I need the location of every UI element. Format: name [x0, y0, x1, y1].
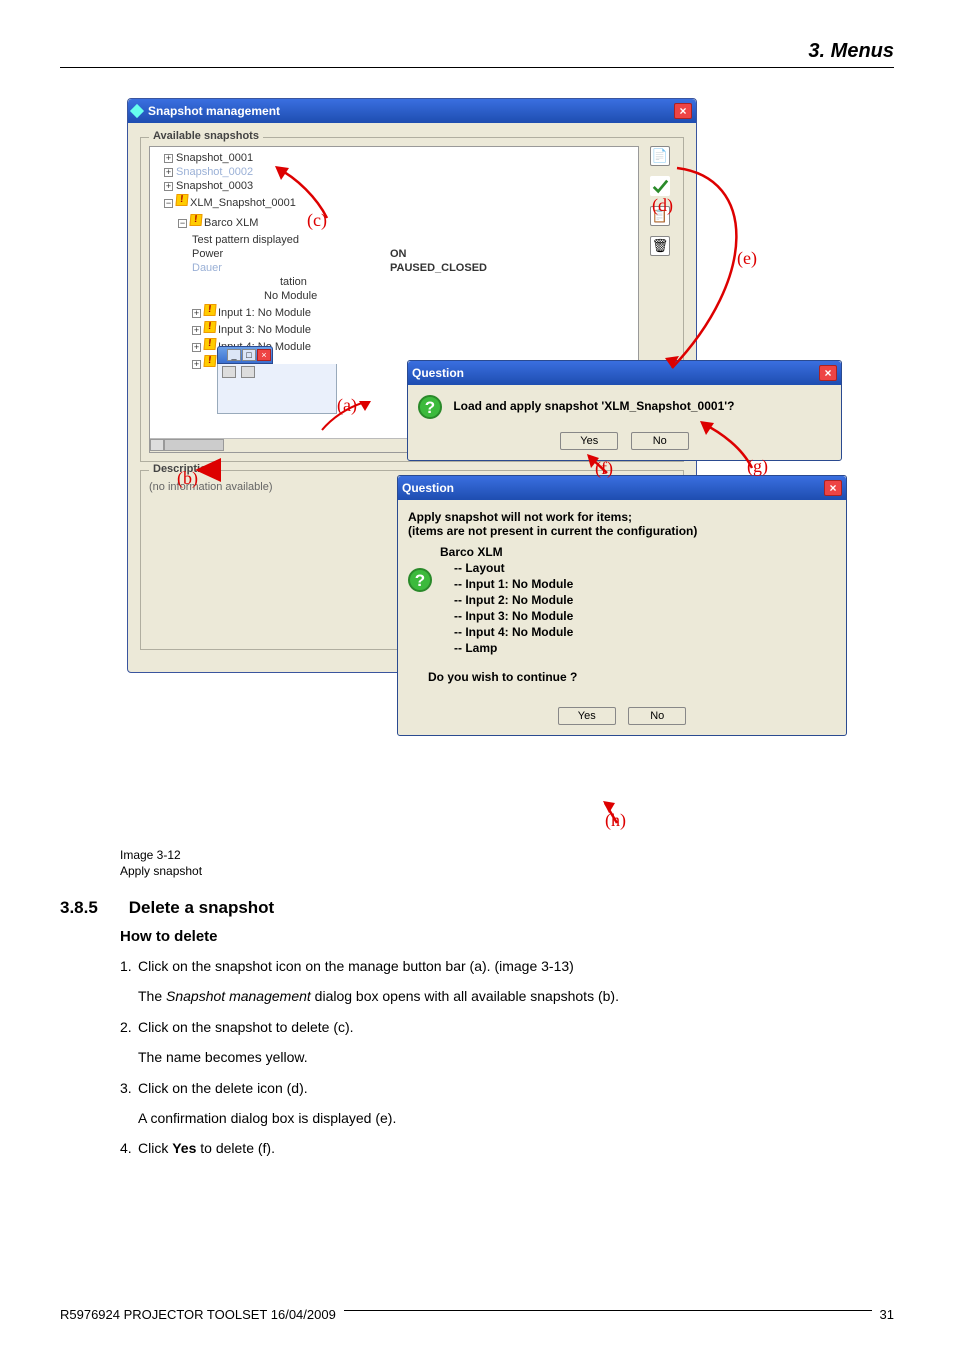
annotation-arrow: [267, 158, 347, 238]
question-icon: ?: [418, 395, 442, 419]
tree-item: Test pattern displayed: [192, 233, 638, 247]
question-dialog-2: Question × Apply snapshot will not work …: [397, 475, 847, 736]
step: Click on the snapshot icon on the manage…: [120, 955, 894, 1008]
tree-item: +Snapshot_0002: [164, 165, 638, 179]
tree-item: No Module: [192, 289, 638, 303]
question-icon: ?: [408, 568, 432, 592]
tree-label: No Module: [258, 307, 311, 319]
list-item: -- Input 3: No Module: [454, 608, 836, 624]
procedure-steps: Click on the snapshot icon on the manage…: [120, 955, 894, 1160]
tree-label: Dauer: [192, 262, 222, 274]
app-icon: [130, 104, 144, 118]
annotation-arrow: [195, 458, 235, 488]
list-item: -- Layout: [454, 560, 836, 576]
list-item: -- Input 1: No Module: [454, 576, 836, 592]
warning-icon: [203, 355, 216, 367]
mini-icon: [241, 366, 255, 378]
panel-legend: Available snapshots: [149, 130, 263, 142]
tree-item: +Input 3: No Module: [192, 320, 638, 337]
dialog-continue: Do you wish to continue ?: [428, 670, 836, 684]
step-result: The Snapshot management dialog box opens…: [138, 985, 894, 1007]
section-number: 3.8.5: [60, 898, 124, 918]
maximize-icon[interactable]: □: [242, 349, 256, 361]
background-window-titlebar: _ □ ×: [217, 346, 273, 364]
header-rule: [60, 67, 894, 68]
dialog-titlebar: Question ×: [398, 476, 846, 500]
close-icon[interactable]: ×: [257, 349, 271, 361]
dialog-message: Load and apply snapshot 'XLM_Snapshot_00…: [453, 399, 734, 413]
annotation-arrow: [597, 793, 637, 833]
tree-item: +Snapshot_0001: [164, 151, 638, 165]
warning-icon: [203, 338, 216, 350]
tree-value: PAUSED_CLOSED: [390, 262, 487, 274]
figure-composite: Snapshot management × Available snapshot…: [107, 98, 847, 838]
close-icon[interactable]: ×: [824, 480, 842, 496]
tree-label[interactable]: Input 1:: [218, 307, 255, 319]
chapter-header: 3. Menus: [60, 40, 894, 67]
dialog-heading: Apply snapshot will not work for items;: [408, 510, 836, 524]
tree-label[interactable]: Snapshot_0003: [176, 180, 253, 192]
step-result: A confirmation dialog box is displayed (…: [138, 1107, 894, 1129]
close-icon[interactable]: ×: [674, 103, 692, 119]
warning-icon: [203, 304, 216, 316]
annotation-arrow: [617, 158, 767, 388]
mini-icon: [222, 366, 236, 378]
step-text: Click on the snapshot to delete (c).: [138, 1019, 354, 1035]
list-item: -- Lamp: [454, 640, 836, 656]
annotation-arrow: [577, 448, 617, 488]
tree-label[interactable]: Snapshot_0002: [176, 166, 253, 178]
list-item: Barco XLM: [436, 544, 836, 560]
tree-label[interactable]: Input 3: No Module: [218, 324, 311, 336]
step: Click on the snapshot to delete (c). The…: [120, 1016, 894, 1069]
tree-item: tation: [192, 275, 638, 289]
warning-icon: [189, 214, 202, 226]
section-title: Delete a snapshot: [129, 898, 275, 917]
annotation-arrow: [697, 418, 767, 478]
dialog-heading: (items are not present in current the co…: [408, 524, 836, 538]
tree-label: Power: [192, 248, 223, 260]
page-footer: R5976924 PROJECTOR TOOLSET 16/04/2009 31: [60, 1307, 894, 1322]
step: Click Yes to delete (f).: [120, 1137, 894, 1159]
yes-button[interactable]: Yes: [558, 707, 616, 725]
tree-item: +Input 1: No Module: [192, 303, 638, 320]
step-result: The name becomes yellow.: [138, 1046, 894, 1068]
list-item: -- Input 4: No Module: [454, 624, 836, 640]
subsection-heading: How to delete: [120, 928, 894, 945]
footer-left: R5976924 PROJECTOR TOOLSET 16/04/2009: [60, 1307, 336, 1322]
step-text: Click on the delete icon (d).: [138, 1080, 308, 1096]
tree-item: +Snapshot_0003: [164, 179, 638, 193]
annotation-arrow: [317, 398, 377, 438]
minimize-icon[interactable]: _: [227, 349, 241, 361]
step-text: Click on the snapshot icon on the manage…: [138, 958, 574, 974]
footer-rule: [344, 1310, 872, 1311]
scroll-left-icon[interactable]: [150, 439, 164, 451]
page-number: 31: [880, 1307, 894, 1322]
scroll-thumb[interactable]: [164, 439, 224, 451]
tree-label[interactable]: Barco XLM: [204, 217, 258, 229]
warning-icon: [203, 321, 216, 333]
section-heading: 3.8.5 Delete a snapshot: [60, 898, 894, 918]
figure-caption: Apply snapshot: [120, 864, 894, 878]
tree-item: Dauer PAUSED_CLOSED: [192, 261, 638, 275]
tree-value: ON: [390, 248, 407, 260]
tree-label[interactable]: Snapshot_0001: [176, 152, 253, 164]
snapshot-titlebar: Snapshot management ×: [128, 99, 696, 123]
tree-item: Power ON: [192, 247, 638, 261]
window-title: Snapshot management: [148, 104, 674, 118]
warning-icon: [175, 194, 188, 206]
no-button[interactable]: No: [631, 432, 689, 450]
figure-number: Image 3-12: [120, 848, 894, 862]
list-item: -- Input 2: No Module: [454, 592, 836, 608]
close-icon[interactable]: ×: [819, 365, 837, 381]
step: Click on the delete icon (d). A confirma…: [120, 1077, 894, 1130]
no-button[interactable]: No: [628, 707, 686, 725]
